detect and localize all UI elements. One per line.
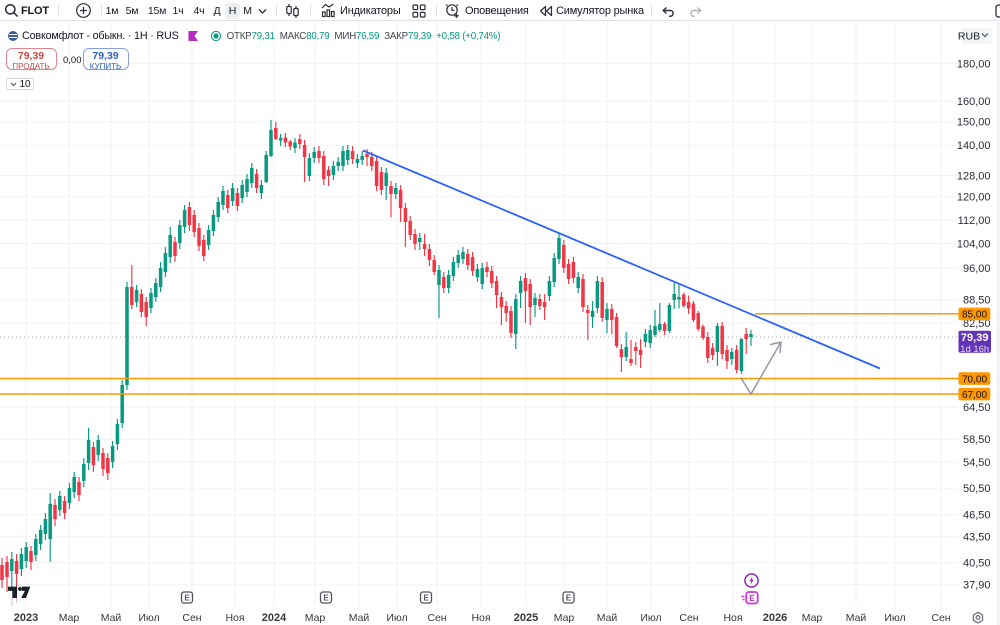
svg-text:128,00: 128,00 (957, 170, 991, 182)
svg-text:Июл: Июл (386, 612, 407, 624)
svg-text:Ноя: Ноя (723, 612, 742, 624)
svg-text:43,50: 43,50 (963, 532, 991, 544)
svg-text:Июл: Июл (138, 612, 159, 624)
svg-text:E: E (749, 594, 755, 603)
svg-text:E: E (423, 594, 429, 603)
svg-text:Май: Май (349, 612, 370, 624)
svg-text:120,00: 120,00 (957, 192, 991, 204)
svg-text:Май: Май (101, 612, 122, 624)
svg-text:160,00: 160,00 (957, 96, 991, 108)
svg-text:104,00: 104,00 (957, 238, 991, 250)
svg-text:Май: Май (846, 612, 867, 624)
svg-text:37,90: 37,90 (963, 580, 991, 592)
svg-text:E: E (323, 594, 329, 603)
svg-text:96,00: 96,00 (963, 263, 991, 275)
svg-text:58,50: 58,50 (963, 434, 991, 446)
svg-text:Сен: Сен (931, 612, 950, 624)
svg-text:Мар: Мар (59, 612, 80, 624)
svg-text:RUB: RUB (958, 31, 980, 43)
svg-text:46,50: 46,50 (963, 510, 991, 522)
svg-text:54,50: 54,50 (963, 457, 991, 469)
svg-text:2026: 2026 (763, 612, 787, 624)
svg-text:Сен: Сен (182, 612, 201, 624)
svg-text:64,50: 64,50 (963, 402, 991, 414)
svg-text:180,00: 180,00 (957, 58, 991, 70)
svg-text:E: E (184, 594, 190, 603)
svg-text:E: E (566, 594, 572, 603)
svg-text:79,39: 79,39 (961, 332, 989, 344)
svg-text:Мар: Мар (802, 612, 823, 624)
svg-text:82,50: 82,50 (963, 318, 991, 330)
svg-text:140,00: 140,00 (957, 140, 991, 152)
svg-text:85,00: 85,00 (962, 310, 987, 321)
svg-text:Сен: Сен (427, 612, 446, 624)
svg-text:150,00: 150,00 (957, 117, 991, 129)
svg-text:67,00: 67,00 (962, 390, 987, 401)
svg-text:Июл: Июл (640, 612, 661, 624)
svg-text:2025: 2025 (514, 612, 538, 624)
svg-text:50,50: 50,50 (963, 483, 991, 495)
svg-text:Сен: Сен (679, 612, 698, 624)
svg-text:2023: 2023 (14, 612, 38, 624)
svg-text:Май: Май (597, 612, 618, 624)
svg-text:112,00: 112,00 (958, 215, 991, 227)
svg-text:2024: 2024 (262, 612, 287, 624)
svg-text:Июл: Июл (884, 612, 905, 624)
svg-text:Ноя: Ноя (225, 612, 244, 624)
svg-text:Мар: Мар (554, 612, 575, 624)
svg-text:70,00: 70,00 (962, 374, 987, 385)
svg-text:Мар: Мар (305, 612, 326, 624)
svg-text:Ноя: Ноя (471, 612, 490, 624)
svg-text:1d 16h: 1d 16h (960, 344, 989, 355)
svg-text:88,50: 88,50 (963, 295, 991, 307)
svg-text:40,50: 40,50 (963, 558, 991, 570)
